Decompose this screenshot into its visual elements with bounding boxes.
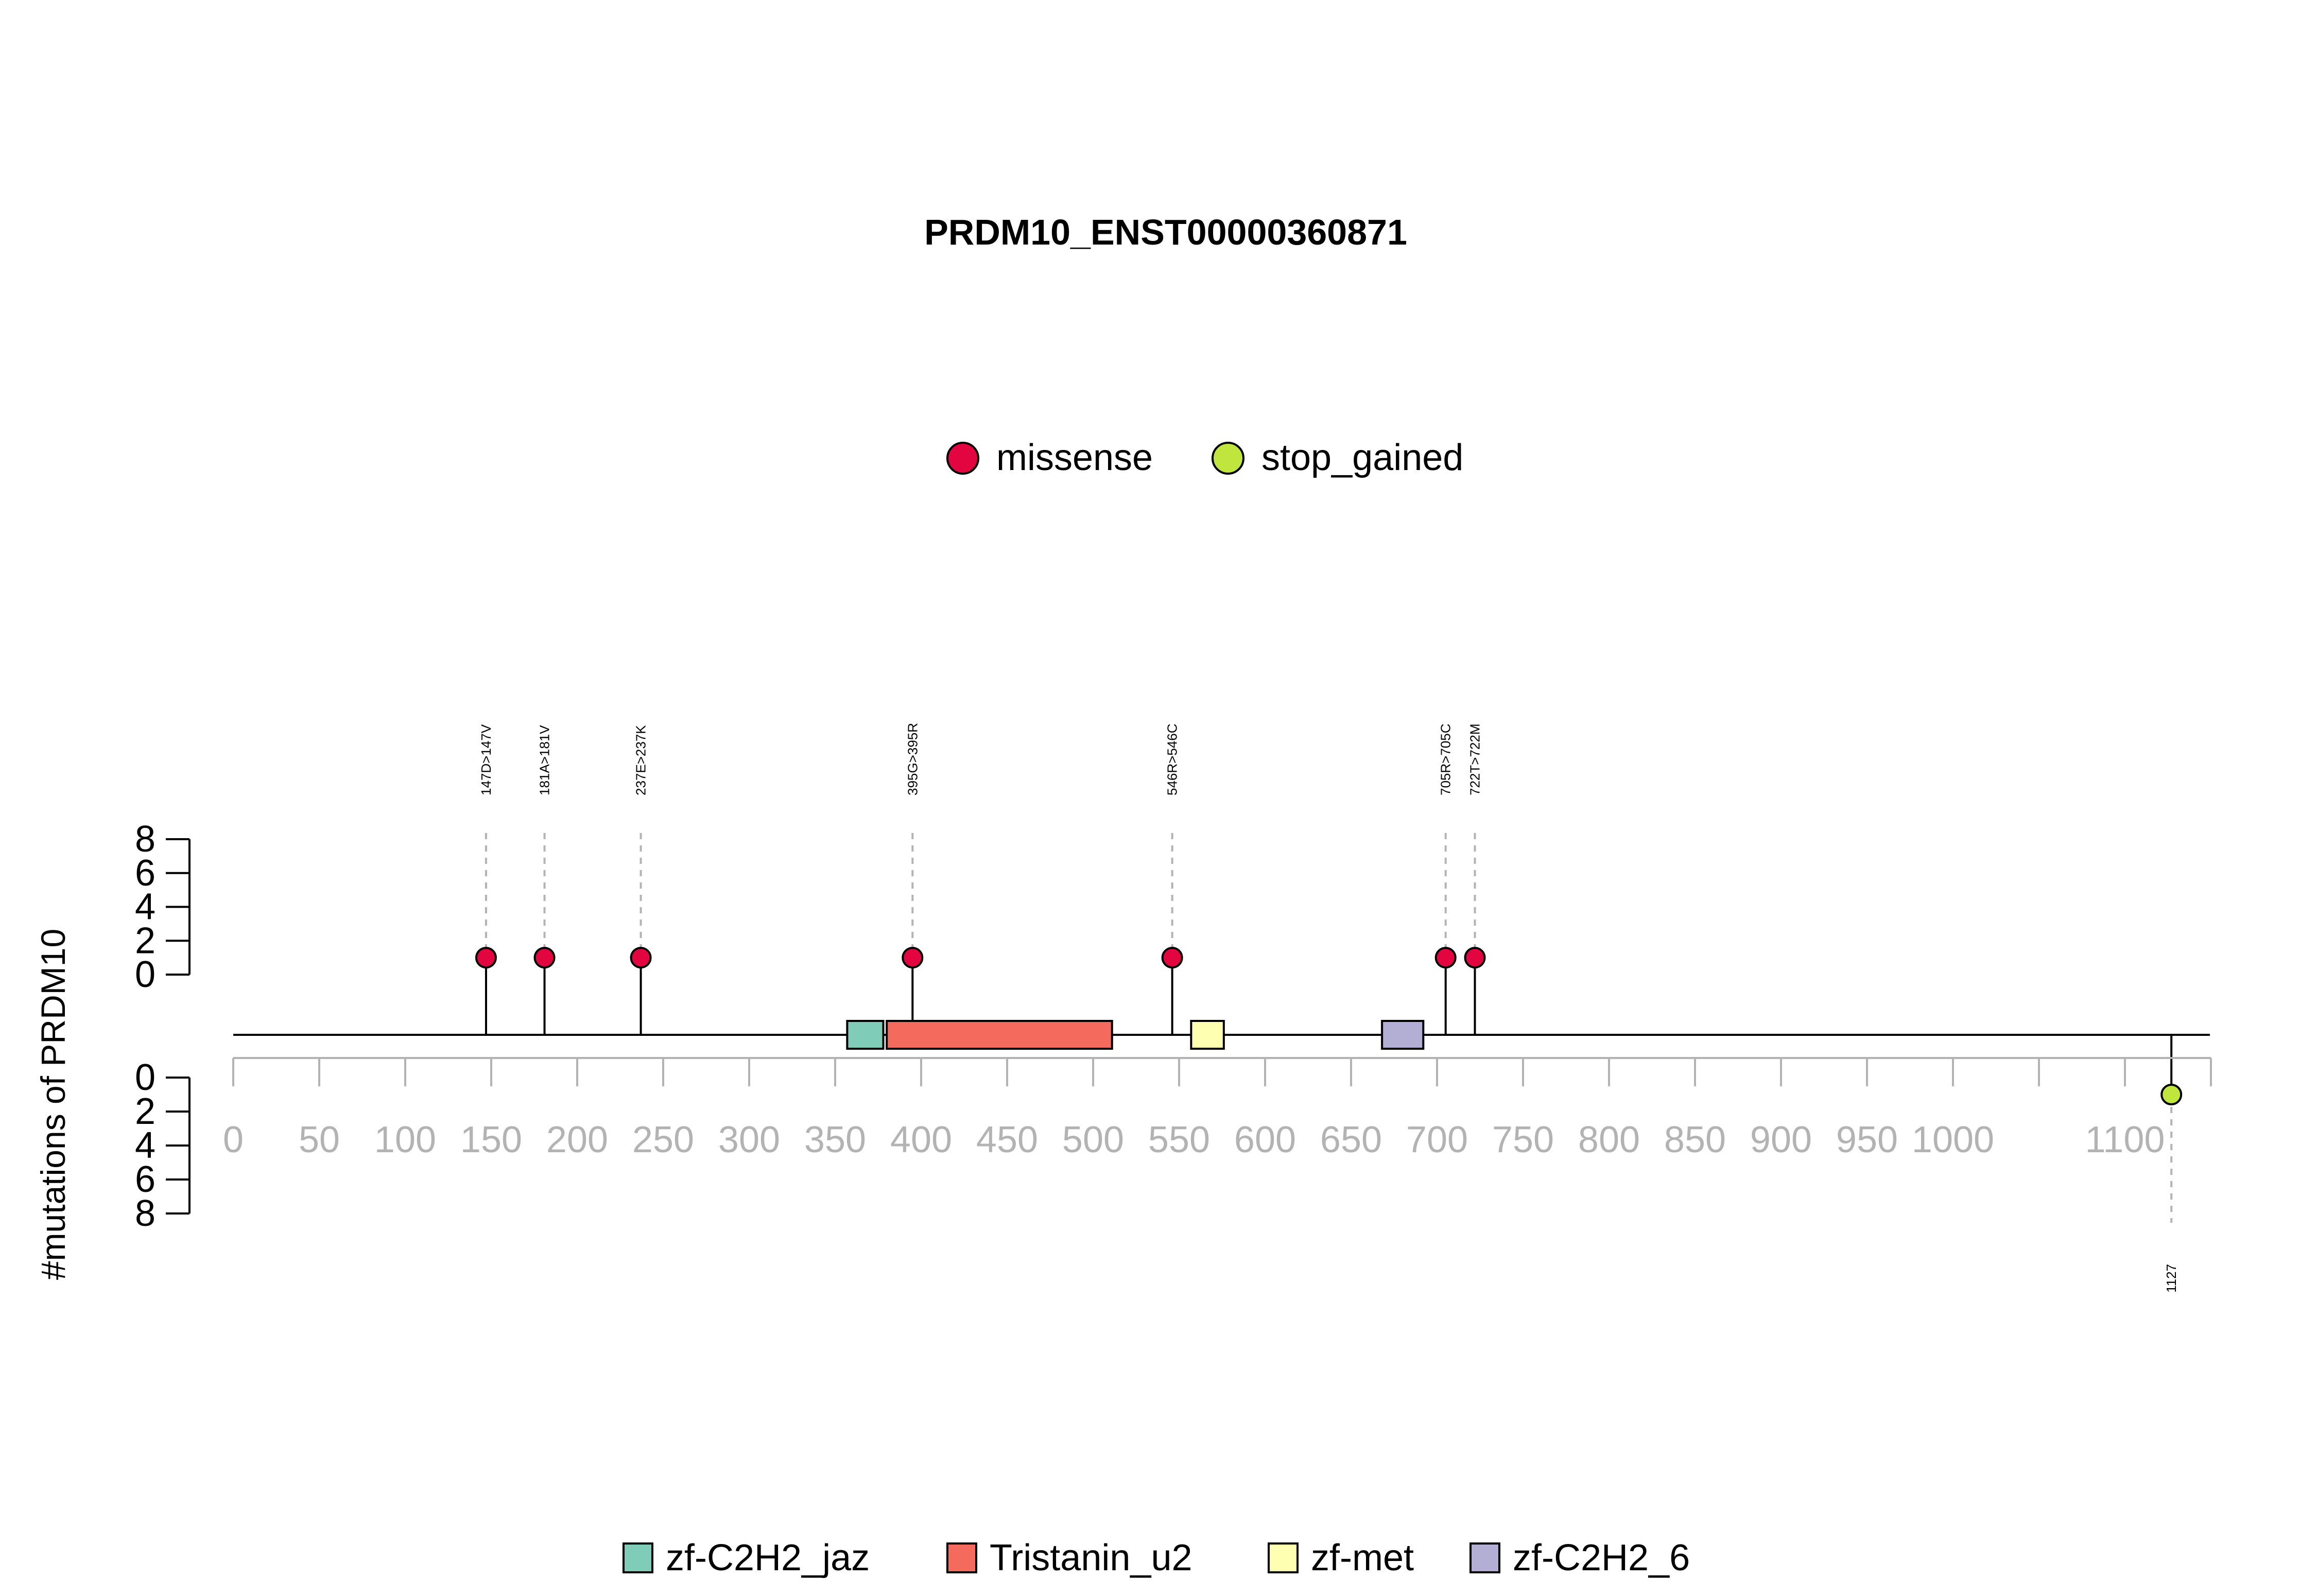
domain-zf-C2H2_jaz: [846, 1020, 885, 1050]
x-tick-label: 300: [718, 1119, 780, 1160]
legend-marker-missense: [946, 442, 979, 475]
legend-label-stop_gained: stop_gained: [1261, 437, 1463, 478]
legend-label-zf-met: zf-met: [1311, 1537, 1414, 1578]
y-tick-label-bottom: 6: [135, 1159, 155, 1200]
point-705R>705C: [1434, 947, 1457, 969]
y-tick-label-bottom: 8: [135, 1193, 155, 1234]
x-tick-label: 50: [299, 1119, 340, 1160]
x-tick-label: 700: [1406, 1119, 1468, 1160]
mutation-label: 147D>147V: [478, 724, 494, 795]
legend-marker-stop_gained: [1212, 442, 1244, 475]
point-147D>147V: [475, 947, 497, 969]
x-tick-label: 900: [1750, 1119, 1812, 1160]
y-tick-label-bottom: 0: [135, 1057, 155, 1098]
protein-domains: [846, 1020, 1425, 1050]
mutation-stems: [485, 833, 2173, 1223]
y-tick-label-top: 2: [135, 920, 155, 961]
point-546R>546C: [1161, 947, 1183, 969]
point-1127: [2160, 1084, 2183, 1105]
y-tick-label-top: 0: [135, 954, 155, 995]
y-tick-label-top: 6: [135, 853, 155, 894]
legend-swatch-zf-C2H2_6: [1469, 1542, 1500, 1573]
y-tick-label-top: 4: [135, 887, 155, 928]
domain-legend: zf-C2H2_jaz Tristanin_u2 zf-met zf-C2H2_6: [623, 1537, 1690, 1578]
x-tick-label: 750: [1492, 1119, 1554, 1160]
x-tick-label: 250: [632, 1119, 694, 1160]
x-axis: 0 50 100 150 200 250 300 350 400 450 500 550 600 650 7…: [223, 1057, 2212, 1160]
x-tick-label: 400: [890, 1119, 952, 1160]
y-tick-label-top: 8: [135, 819, 155, 860]
legend-swatch-zf-C2H2_jaz: [623, 1542, 653, 1573]
x-tick-label: 550: [1148, 1119, 1210, 1160]
x-tick-label: 450: [976, 1119, 1038, 1160]
legend-swatch-zf-met: [1268, 1542, 1299, 1573]
mutation-points: [475, 947, 2183, 1105]
x-tick-label: 1000: [1912, 1119, 1994, 1160]
mutation-label: 237E>237K: [633, 725, 649, 795]
legend-label-missense: missense: [996, 437, 1153, 478]
legend-label-Tristanin_u2: Tristanin_u2: [990, 1537, 1192, 1578]
x-tick-label: 1100: [2085, 1119, 2165, 1160]
point-237E>237K: [630, 947, 652, 969]
legend-swatch-Tristanin_u2: [946, 1542, 977, 1573]
x-tick-label: 850: [1664, 1119, 1726, 1160]
mutation-type-legend: missense stop_gained: [946, 437, 1463, 478]
mutation-label: 546R>546C: [1165, 724, 1180, 796]
domain-zf-C2H2_6: [1381, 1020, 1425, 1050]
point-181A>181V: [533, 947, 556, 969]
mutation-label: 1127: [2164, 1264, 2179, 1293]
legend-label-zf-C2H2_6: zf-C2H2_6: [1513, 1537, 1690, 1578]
mutation-label: 705R>705C: [1438, 724, 1454, 796]
y-tick-label-bottom: 2: [135, 1091, 155, 1132]
point-722T>722M: [1464, 947, 1486, 969]
mutation-label: 395G>395R: [905, 723, 920, 795]
x-tick-label: 350: [804, 1119, 866, 1160]
legend-label-zf-C2H2_jaz: zf-C2H2_jaz: [666, 1537, 870, 1578]
x-tick-label: 100: [374, 1119, 436, 1160]
y-axis-label: #mutations of PRDM10: [34, 929, 72, 1280]
x-tick-label: 600: [1234, 1119, 1296, 1160]
x-tick-label: 200: [546, 1119, 608, 1160]
mutation-labels: 147D>147V 181A>181V 237E>237K 395G>395R 546R…: [478, 723, 2179, 1293]
x-tick-label: 800: [1578, 1119, 1640, 1160]
x-tick-label: 950: [1836, 1119, 1898, 1160]
mutation-label: 181A>181V: [537, 725, 552, 795]
x-tick-label: 500: [1062, 1119, 1124, 1160]
mutation-label: 722T>722M: [1467, 724, 1482, 795]
chart-title: PRDM10_ENST00000360871: [924, 212, 1407, 252]
x-tick-label: 150: [460, 1119, 522, 1160]
domain-Tristanin_u2: [886, 1020, 1113, 1050]
y-tick-label-bottom: 4: [135, 1125, 155, 1166]
domain-zf-met: [1190, 1020, 1225, 1050]
x-tick-label: 650: [1320, 1119, 1382, 1160]
point-395G>395R: [902, 947, 924, 969]
x-tick-label: 0: [223, 1119, 244, 1160]
